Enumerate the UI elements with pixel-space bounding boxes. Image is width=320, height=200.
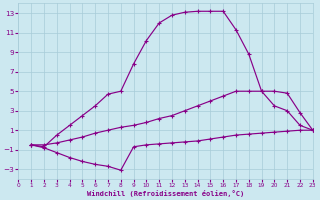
X-axis label: Windchill (Refroidissement éolien,°C): Windchill (Refroidissement éolien,°C) (87, 190, 244, 197)
